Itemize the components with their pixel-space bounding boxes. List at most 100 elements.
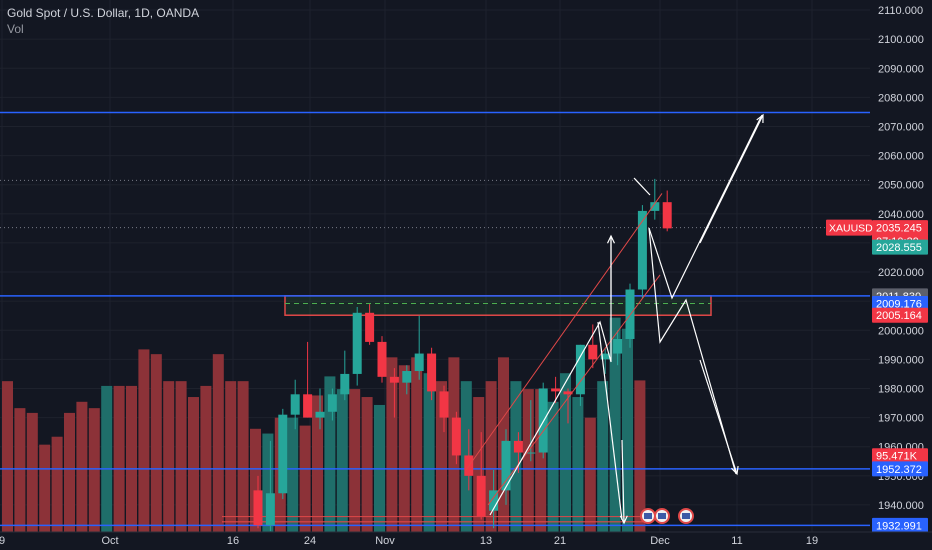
candle-body [662,202,672,229]
volume-bar [200,385,212,532]
volume-bar [597,381,609,532]
projection-path [597,321,623,521]
volume-bar [522,389,534,532]
time-axis-tick: 11 [731,535,742,547]
projection-path [633,177,651,196]
volume-bar [572,397,584,532]
bear-target-arrow-head [731,465,739,476]
volume-bar [225,381,237,532]
candle-body [650,202,660,211]
volume-bar [26,412,38,532]
candle-body [551,388,561,392]
projection-arrow-head [619,515,628,525]
candle-body [402,371,412,383]
candle-body [501,440,511,491]
volume-bar [386,357,398,532]
volume-bar [411,357,423,532]
candle-body [588,344,598,360]
symbol-tag-bg [826,219,872,236]
volume-bar [138,349,150,532]
volume-bar [560,373,571,532]
candle-body [253,490,263,526]
candle-body [365,312,375,342]
volume-bar [423,373,435,532]
price-label-bg [872,296,928,312]
volume-bar [324,376,336,532]
candle-body [278,414,288,494]
price-axis-tick: 1970.000 [878,413,924,425]
price-axis-tick: 2020.000 [878,267,924,279]
candle-body [427,353,437,392]
price-label-bg [872,239,928,255]
flag-icon [682,513,690,519]
candle-body [352,312,362,374]
time-axis-tick: Oct [101,535,118,547]
volume-bar [361,397,373,532]
volume-bar [436,381,447,532]
volume-bar [212,354,224,532]
price-axis-tick: 2080.000 [878,92,924,104]
candle-body [451,417,461,456]
candle-body [340,373,350,395]
candle-body [526,452,536,454]
bull-target-arrow [699,114,764,244]
chart-title: Gold Spot / U.S. Dollar, 1D, OANDA [7,6,200,20]
candle-body [377,341,387,377]
price-axis-tick: 1980.000 [878,383,924,395]
price-label: 1952.372 [876,464,922,476]
price-axis-tick: 2060.000 [878,151,924,163]
price-label: 2035.245 [876,223,922,235]
projection-path [648,227,737,475]
volume-bar [88,408,100,532]
price-axis-tick: 2110.000 [878,5,923,17]
price-label: 2009.176 [876,299,922,311]
volume-bar [76,401,88,532]
volume-label: Vol [7,22,24,36]
volume-bar [262,433,274,532]
flag-icon [658,513,666,519]
volume-bar [188,397,199,532]
volume-bar [175,381,187,532]
volume-bar [349,389,361,532]
volume-bar [51,436,63,532]
volume-bar [163,381,175,532]
price-label-bg [872,461,928,477]
volume-bar [398,365,410,532]
volume-bar [473,397,485,532]
projection-path [648,114,763,300]
price-axis-tick: 2040.000 [878,209,924,221]
volume-bar [634,380,646,532]
price-axis-tick: 1990.000 [878,354,924,366]
candle-body [327,394,337,412]
candle-body [290,394,300,415]
time-axis-tick: Nov [375,535,395,547]
channel-line [465,193,663,471]
time-axis-tick: 24 [304,535,316,547]
volume-bar [2,381,13,532]
price-label: 1932.991 [876,520,922,532]
candle-body [389,376,399,383]
time-axis-tick: 19 [806,535,818,547]
price-axis-tick: 2070.000 [878,121,924,133]
price-label: 2005.164 [876,310,922,322]
price-label-bg [872,220,928,236]
candle-body [513,440,523,453]
volume-bar [622,328,633,532]
price-label-bg [872,448,928,464]
volume-bar [39,444,51,532]
bear-target-arrow [699,359,738,475]
volume-bar [287,417,299,532]
volume-bar [584,417,596,532]
candle-body [476,475,486,517]
volume-bar [336,389,348,532]
projection-arrow [621,439,625,524]
candle-body [613,338,623,354]
candle-body [637,210,647,290]
volume-bar [101,385,113,532]
volume-bar [609,317,621,532]
volume-bar [312,395,323,532]
flag-icon [644,513,652,519]
candle-body [439,391,449,418]
candle-body [303,394,313,418]
